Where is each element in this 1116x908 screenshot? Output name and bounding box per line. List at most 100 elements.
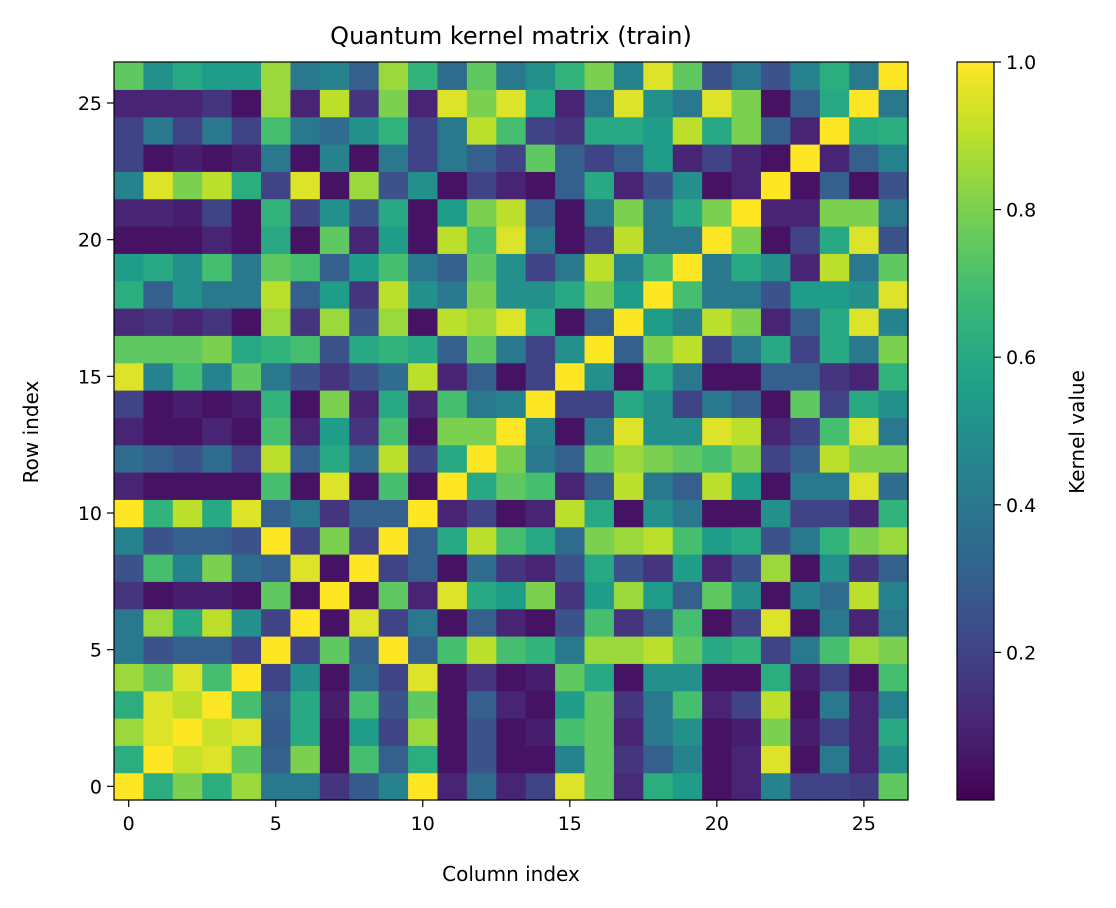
heatmap-cell <box>760 335 791 364</box>
heatmap-cell <box>613 226 644 254</box>
heatmap-cell <box>437 89 468 118</box>
heatmap-cell <box>319 198 350 227</box>
heatmap-cell <box>878 636 909 664</box>
heatmap-cell <box>202 526 233 555</box>
heatmap-cell <box>790 116 821 145</box>
heatmap-cell <box>760 690 791 719</box>
heatmap-cell <box>378 335 409 364</box>
heatmap-cell <box>290 253 321 282</box>
heatmap-cell <box>525 690 556 719</box>
heatmap-cell <box>466 390 497 418</box>
heatmap-cell <box>231 581 262 610</box>
heatmap-cell <box>702 280 733 309</box>
heatmap-cell <box>672 772 703 801</box>
heatmap-cell <box>731 362 762 391</box>
heatmap-cell <box>143 636 174 664</box>
heatmap-cell <box>790 499 821 528</box>
heatmap-cell <box>878 608 909 637</box>
heatmap-cell <box>555 444 586 473</box>
heatmap-cell <box>496 444 527 473</box>
heatmap-cell <box>319 308 350 336</box>
heatmap-cell <box>231 718 262 746</box>
heatmap-cell <box>849 608 880 637</box>
heatmap-cell <box>114 280 145 309</box>
heatmap-cell <box>172 171 203 200</box>
heatmap-cell <box>231 62 262 90</box>
x-axis-label: Column index <box>442 862 580 886</box>
heatmap-cell <box>261 171 292 200</box>
heatmap-cell <box>878 335 909 364</box>
heatmap-cell <box>408 280 439 309</box>
heatmap-cell <box>496 362 527 391</box>
heatmap-cell <box>231 144 262 172</box>
heatmap-cell <box>378 362 409 391</box>
heatmap-cell <box>290 718 321 746</box>
heatmap-cell <box>408 89 439 118</box>
heatmap-cell <box>172 390 203 418</box>
heatmap-cell <box>555 417 586 446</box>
heatmap-cell <box>172 745 203 774</box>
heatmap-cell <box>172 362 203 391</box>
heatmap-cell <box>702 390 733 418</box>
heatmap-cell <box>437 62 468 90</box>
heatmap-cell <box>849 472 880 500</box>
heatmap-cell <box>702 335 733 364</box>
heatmap-cell <box>466 253 497 282</box>
heatmap-cell <box>466 690 497 719</box>
heatmap-cell <box>172 718 203 746</box>
heatmap-cell <box>319 116 350 145</box>
heatmap-cell <box>819 253 850 282</box>
heatmap-cell <box>496 198 527 227</box>
heatmap-cell <box>584 62 615 90</box>
heatmap-cell <box>319 253 350 282</box>
heatmap-cell <box>437 718 468 746</box>
heatmap-cell <box>555 280 586 309</box>
heatmap-cell <box>378 226 409 254</box>
heatmap-cell <box>231 472 262 500</box>
heatmap-cell <box>878 308 909 336</box>
heatmap-cell <box>466 663 497 692</box>
heatmap-cell <box>202 253 233 282</box>
heatmap-cell <box>760 62 791 90</box>
heatmap-cell <box>143 581 174 610</box>
heatmap-cell <box>143 226 174 254</box>
heatmap-cell <box>378 62 409 90</box>
heatmap-cell <box>319 718 350 746</box>
heatmap-cell <box>849 308 880 336</box>
heatmap-cell <box>584 554 615 582</box>
heatmap-cell <box>878 390 909 418</box>
heatmap-cell <box>672 362 703 391</box>
heatmap-cell <box>613 718 644 746</box>
heatmap-cell <box>466 718 497 746</box>
heatmap-cell <box>172 280 203 309</box>
heatmap-cell <box>731 198 762 227</box>
heatmap-cell <box>555 663 586 692</box>
heatmap-cell <box>790 362 821 391</box>
heatmap-cell <box>525 62 556 90</box>
heatmap-cell <box>202 690 233 719</box>
heatmap-cell <box>613 608 644 637</box>
heatmap-cell <box>849 581 880 610</box>
heatmap-cell <box>555 718 586 746</box>
heatmap-cell <box>114 226 145 254</box>
heatmap-cell <box>790 472 821 500</box>
heatmap-cell <box>378 390 409 418</box>
heatmap-cell <box>525 280 556 309</box>
heatmap-cell <box>878 253 909 282</box>
heatmap-cell <box>525 253 556 282</box>
heatmap-cell <box>349 608 380 637</box>
heatmap-cell <box>613 745 644 774</box>
heatmap-cell <box>378 171 409 200</box>
heatmap-cell <box>319 663 350 692</box>
heatmap-cell <box>790 636 821 664</box>
heatmap-cell <box>819 417 850 446</box>
heatmap-cell <box>466 636 497 664</box>
heatmap-cell <box>114 718 145 746</box>
heatmap-cell <box>114 198 145 227</box>
heatmap-cell <box>466 198 497 227</box>
heatmap-cell <box>525 226 556 254</box>
heatmap-cell <box>261 472 292 500</box>
heatmap-cell <box>613 581 644 610</box>
heatmap-cell <box>643 636 674 664</box>
heatmap-cell <box>437 335 468 364</box>
